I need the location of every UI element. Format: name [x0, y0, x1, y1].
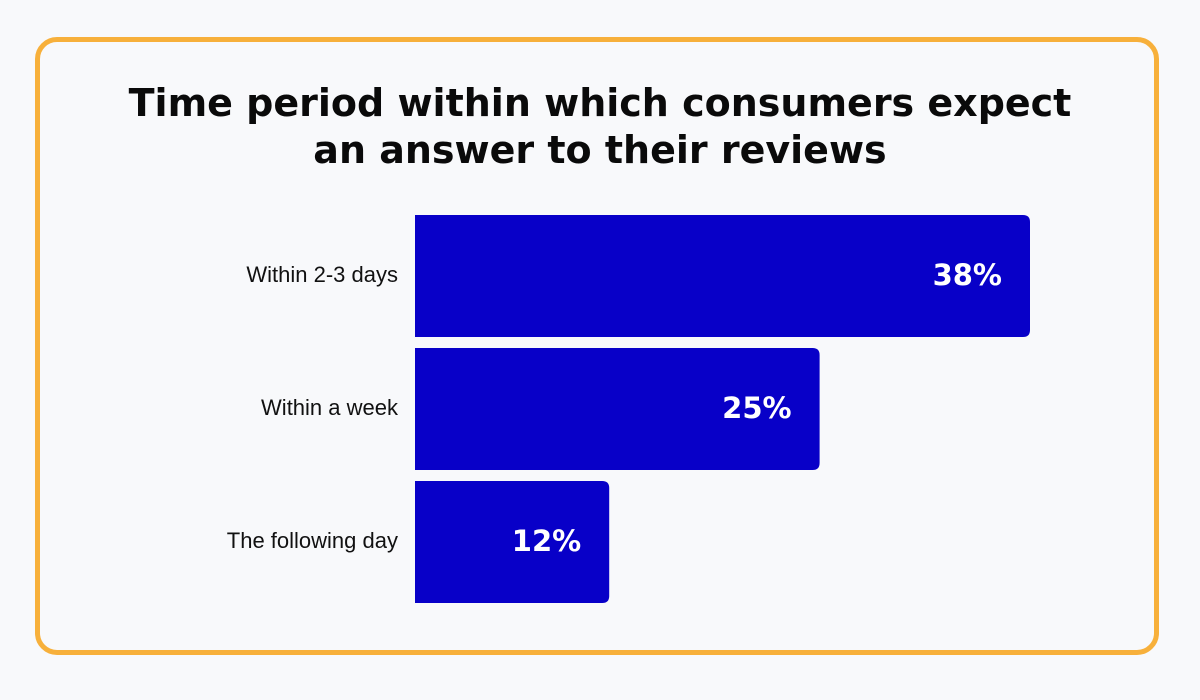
bar-within-a-week — [415, 348, 820, 470]
category-label-within-2-3-days: Within 2-3 days — [246, 262, 398, 287]
value-label-the-following-day: 12% — [512, 524, 581, 558]
chart-title-line-1: Time period within which consumers expec… — [128, 81, 1072, 125]
bar-the-following-day — [415, 481, 610, 603]
category-label-the-following-day: The following day — [227, 528, 398, 553]
value-label-within-2-3-days: 38% — [933, 258, 1002, 292]
category-label-within-a-week: Within a week — [261, 395, 399, 420]
chart-title-line-2: an answer to their reviews — [313, 128, 887, 172]
value-label-within-a-week: 25% — [722, 391, 791, 425]
bar-within-2-3-days — [415, 215, 1030, 337]
chart-title: Time period within which consumers expec… — [0, 80, 1200, 174]
